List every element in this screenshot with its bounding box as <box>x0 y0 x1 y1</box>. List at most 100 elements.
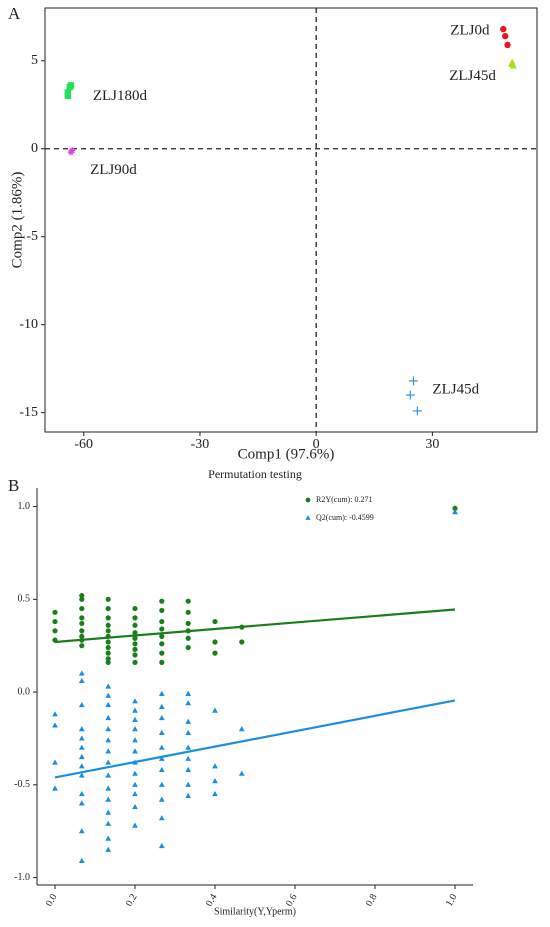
point <box>132 716 138 722</box>
point <box>64 92 72 100</box>
point <box>305 497 311 503</box>
point <box>105 759 112 765</box>
point <box>185 792 192 799</box>
point <box>239 624 245 630</box>
point <box>79 643 85 649</box>
point <box>105 628 111 634</box>
point <box>185 609 191 615</box>
point <box>52 722 58 728</box>
point <box>79 620 85 627</box>
point <box>105 615 111 621</box>
point <box>78 857 85 863</box>
y-tick-label: -10 <box>19 317 38 332</box>
point <box>158 690 165 697</box>
point <box>105 726 112 732</box>
y-tick-label: -1.0 <box>14 872 30 883</box>
x-axis-label: Comp1 (97.6%) <box>238 446 335 462</box>
x-tick-label: 0.4 <box>204 892 220 908</box>
point <box>105 701 112 708</box>
point <box>185 718 192 724</box>
point <box>78 677 85 684</box>
point <box>105 639 111 645</box>
point <box>105 644 111 651</box>
point <box>132 707 138 713</box>
point <box>212 790 218 797</box>
point <box>238 770 245 776</box>
group-label: ZLJ45d <box>432 381 479 397</box>
point <box>158 766 165 773</box>
y-tick-label: 0.0 <box>18 686 31 697</box>
point <box>132 748 138 754</box>
point <box>105 772 112 778</box>
point <box>185 781 192 787</box>
point <box>502 32 509 40</box>
x-tick-label: 1.0 <box>444 892 460 908</box>
point <box>405 390 415 400</box>
point <box>79 592 85 599</box>
point <box>105 748 112 754</box>
legend-label: Q2(cum): -0.4599 <box>316 513 374 522</box>
point <box>132 635 138 641</box>
point <box>238 726 245 732</box>
point <box>185 635 191 641</box>
point <box>132 737 138 743</box>
point <box>159 659 165 665</box>
point <box>158 755 165 761</box>
point <box>132 605 138 612</box>
point <box>78 800 85 806</box>
point <box>52 711 58 717</box>
point <box>158 781 165 787</box>
point <box>408 376 418 386</box>
point <box>412 406 422 416</box>
x-tick-label: 0.2 <box>124 892 140 908</box>
point <box>132 759 138 765</box>
point <box>132 790 138 797</box>
point <box>158 815 165 821</box>
y-tick-label: -15 <box>19 405 38 420</box>
x-tick-label: 0.6 <box>284 892 300 908</box>
point <box>52 628 58 634</box>
point <box>185 729 192 735</box>
point <box>212 618 218 625</box>
point <box>159 598 165 604</box>
point <box>132 726 138 732</box>
point <box>105 809 112 815</box>
point <box>132 698 138 704</box>
point <box>132 822 138 828</box>
point <box>78 763 85 769</box>
point <box>132 641 138 647</box>
point <box>132 770 138 776</box>
point <box>79 615 85 621</box>
chart-title: Permutation testing <box>208 467 302 481</box>
point <box>132 630 138 636</box>
panel-label: B <box>8 476 19 495</box>
group-label: ZLJ0d <box>450 23 490 39</box>
y-tick-label: 5 <box>31 53 38 68</box>
point <box>507 60 515 67</box>
point <box>105 714 112 721</box>
point <box>185 766 192 773</box>
point <box>78 701 85 708</box>
point <box>158 796 165 802</box>
legend-label: R2Y(cum): 0.271 <box>316 495 372 504</box>
point <box>105 835 112 841</box>
plot-frame <box>44 7 538 433</box>
x-tick-label: 0.8 <box>364 892 380 908</box>
x-tick-label: -30 <box>191 437 210 452</box>
y-axis-label: Comp2 (1.86%) <box>9 172 25 269</box>
point <box>159 633 165 640</box>
point <box>64 89 72 96</box>
x-tick-label: 30 <box>425 437 439 452</box>
point <box>105 596 111 602</box>
point <box>132 646 138 652</box>
panel-label: A <box>8 4 21 23</box>
point <box>132 803 138 810</box>
point <box>132 781 138 787</box>
point <box>132 615 138 621</box>
point <box>78 726 85 732</box>
point <box>132 652 138 658</box>
point <box>105 650 111 656</box>
point <box>158 714 165 721</box>
x-tick-label: -60 <box>74 437 93 452</box>
